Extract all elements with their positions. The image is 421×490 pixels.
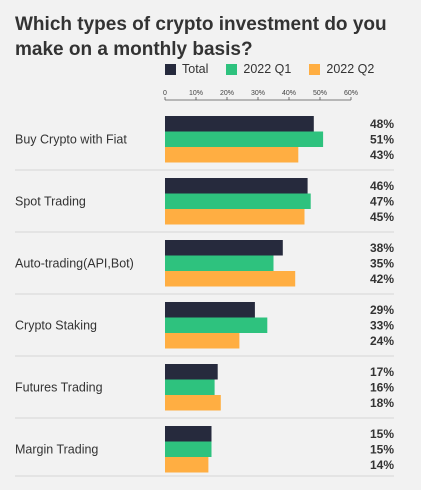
category-label: Buy Crypto with Fiat [15, 132, 127, 146]
bar [165, 255, 274, 271]
value-label: 38% [370, 241, 394, 255]
bar [165, 364, 218, 380]
legend-swatch-2022-q1 [226, 63, 238, 75]
x-tick-label: 20% [220, 90, 234, 97]
value-label: 43% [370, 148, 394, 162]
bar [165, 178, 308, 194]
bar [165, 131, 324, 147]
x-tick-label: 60% [344, 90, 358, 97]
bar [165, 302, 255, 318]
legend-swatch-total [165, 63, 176, 75]
bar [165, 379, 215, 395]
value-label: 46% [370, 179, 394, 193]
x-tick-label: 50% [313, 90, 327, 97]
value-label: 51% [370, 133, 394, 147]
value-label: 16% [370, 381, 394, 395]
category-label: Crypto Staking [15, 318, 97, 332]
chart-title: Which types of crypto investment do you … [15, 14, 387, 60]
legend-swatch-2022-q2 [309, 63, 321, 75]
bar [165, 333, 240, 349]
bar [165, 457, 209, 473]
bar [165, 441, 212, 457]
value-label: 47% [370, 195, 394, 209]
legend-label-2022-q2: 2022 Q2 [326, 62, 375, 76]
category-label: Futures Trading [15, 380, 103, 394]
bar [165, 116, 314, 132]
x-tick-label: 40% [282, 90, 296, 97]
bar [165, 271, 296, 287]
legend-item-2022-q1: 2022 Q1 [226, 62, 291, 76]
category-label: Margin Trading [15, 442, 98, 456]
bar [165, 395, 221, 411]
x-tick-label: 10% [189, 90, 203, 97]
value-label: 42% [370, 272, 394, 286]
bar [165, 193, 311, 209]
category-label: Auto-trading(API,Bot) [15, 256, 134, 270]
bar [165, 240, 283, 256]
bar [165, 426, 212, 442]
value-label: 14% [370, 458, 394, 472]
value-label: 48% [370, 117, 394, 131]
chart-legend: Total 2022 Q1 2022 Q2 [165, 62, 392, 76]
legend-item-2022-q2: 2022 Q2 [309, 62, 374, 76]
x-tick-label: 0 [163, 90, 167, 97]
value-label: 15% [370, 443, 394, 457]
value-label: 33% [370, 319, 394, 333]
bar [165, 209, 305, 225]
x-tick-label: 30% [251, 90, 265, 97]
bar [165, 317, 268, 333]
legend-label-2022-q1: 2022 Q1 [243, 62, 292, 76]
value-label: 29% [370, 303, 394, 317]
value-label: 17% [370, 365, 394, 379]
legend-label-total: Total [182, 62, 209, 76]
value-label: 24% [370, 334, 394, 348]
value-label: 35% [370, 257, 394, 271]
value-label: 45% [370, 210, 394, 224]
bar [165, 147, 299, 163]
category-label: Spot Trading [15, 194, 86, 208]
legend-item-total: Total [165, 62, 208, 76]
value-label: 18% [370, 396, 394, 410]
value-label: 15% [370, 427, 394, 441]
